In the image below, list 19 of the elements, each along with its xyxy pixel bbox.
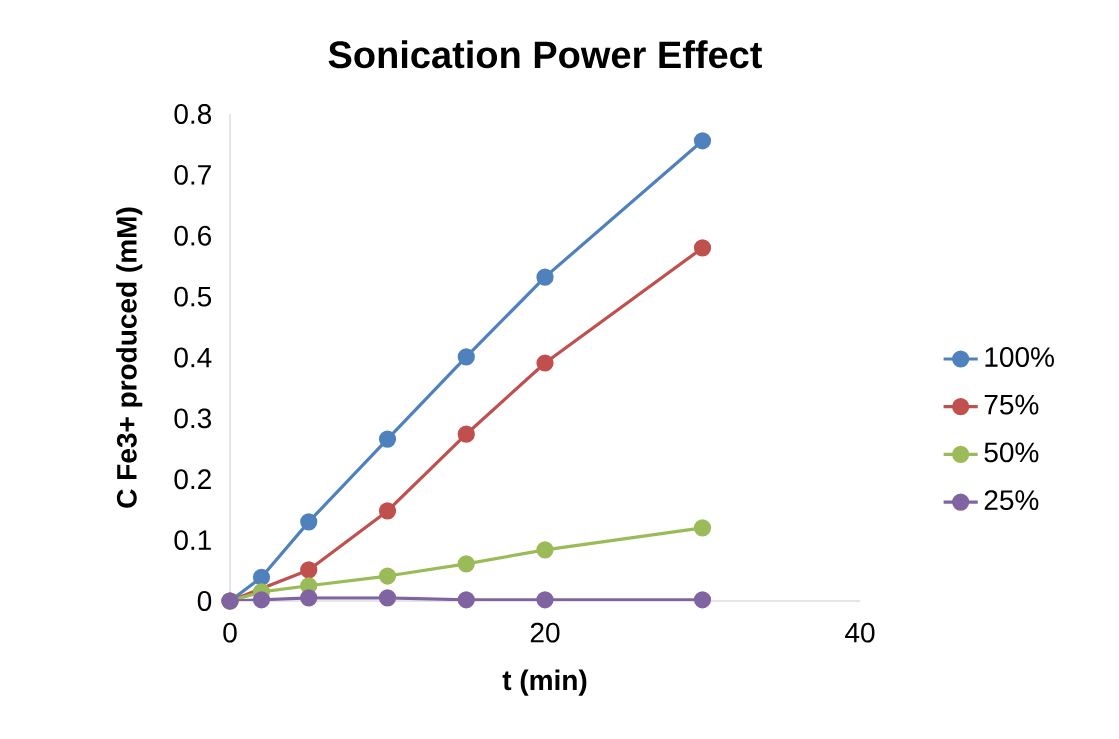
y-axis-title: C Fe3+ produced (mM) xyxy=(116,207,143,508)
x-tick-label: 0 xyxy=(223,622,237,643)
y-tick-label: 0.3 xyxy=(174,408,212,429)
y-tick-label: 0.4 xyxy=(174,347,212,368)
x-tick-label: 40 xyxy=(845,622,875,643)
y-tick-label: 0.7 xyxy=(174,164,211,185)
x-tick-label: 20 xyxy=(530,622,560,643)
y-tick-label: 0.1 xyxy=(174,530,211,551)
y-tick-label: 0.2 xyxy=(174,469,211,490)
x-axis-title: t (min) xyxy=(502,669,587,696)
y-tick-label: 0.5 xyxy=(174,286,212,307)
chart-title: Sonication Power Effect xyxy=(328,40,762,69)
y-tick-label: 0 xyxy=(197,591,212,611)
legend-label: 50% xyxy=(984,442,1039,463)
legend-label: 75% xyxy=(984,394,1039,415)
legend-label: 25% xyxy=(984,490,1039,511)
legend-label: 100% xyxy=(985,347,1054,367)
y-tick-label: 0.6 xyxy=(174,225,212,246)
y-tick-label: 0.8 xyxy=(174,104,212,124)
